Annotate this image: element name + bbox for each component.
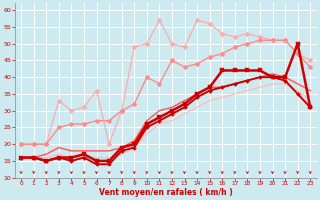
- X-axis label: Vent moyen/en rafales ( km/h ): Vent moyen/en rafales ( km/h ): [99, 188, 233, 197]
